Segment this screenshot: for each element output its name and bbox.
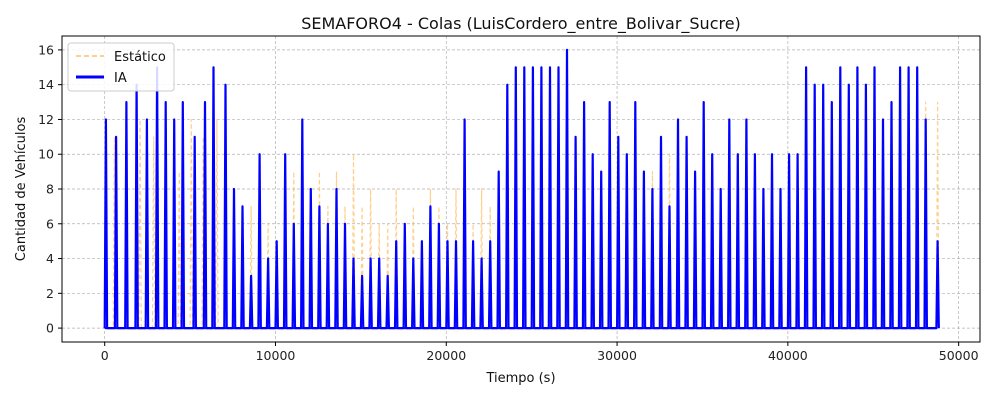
y-tick-label: 4	[46, 251, 54, 266]
y-tick-label: 16	[38, 42, 54, 57]
x-axis-title: Tiempo (s)	[485, 371, 555, 386]
y-tick-label: 6	[46, 216, 54, 231]
plot-area-frame	[61, 35, 981, 343]
legend-box	[67, 42, 175, 92]
x-tick-label: 40000	[768, 348, 808, 363]
axis-ticks: 0 10000 20000 30000 40000 50000 0 2 4 6 8 10 12 14 16	[38, 42, 978, 363]
chart-title: SEMAFORO4 - Colas (LuisCordero_entre_Bol…	[301, 14, 741, 34]
plot-series	[103, 48, 940, 330]
legend-label-ia: IA	[114, 71, 127, 86]
legend-label-estatico: Estático	[114, 50, 166, 65]
legend: Estático IA	[67, 42, 175, 92]
x-tick-label: 20000	[426, 348, 466, 363]
y-tick-label: 0	[46, 321, 54, 336]
y-tick-label: 10	[38, 147, 54, 162]
x-tick-label: 50000	[939, 348, 979, 363]
x-tick-label: 30000	[597, 348, 637, 363]
x-tick-label: 10000	[256, 348, 296, 363]
y-axis-title: Cantidad de Vehículos	[14, 117, 29, 262]
y-tick-label: 14	[38, 77, 54, 92]
y-tick-label: 8	[46, 182, 54, 197]
y-tick-label: 12	[38, 112, 54, 127]
y-tick-label: 2	[46, 286, 54, 301]
x-tick-label: 0	[101, 348, 109, 363]
